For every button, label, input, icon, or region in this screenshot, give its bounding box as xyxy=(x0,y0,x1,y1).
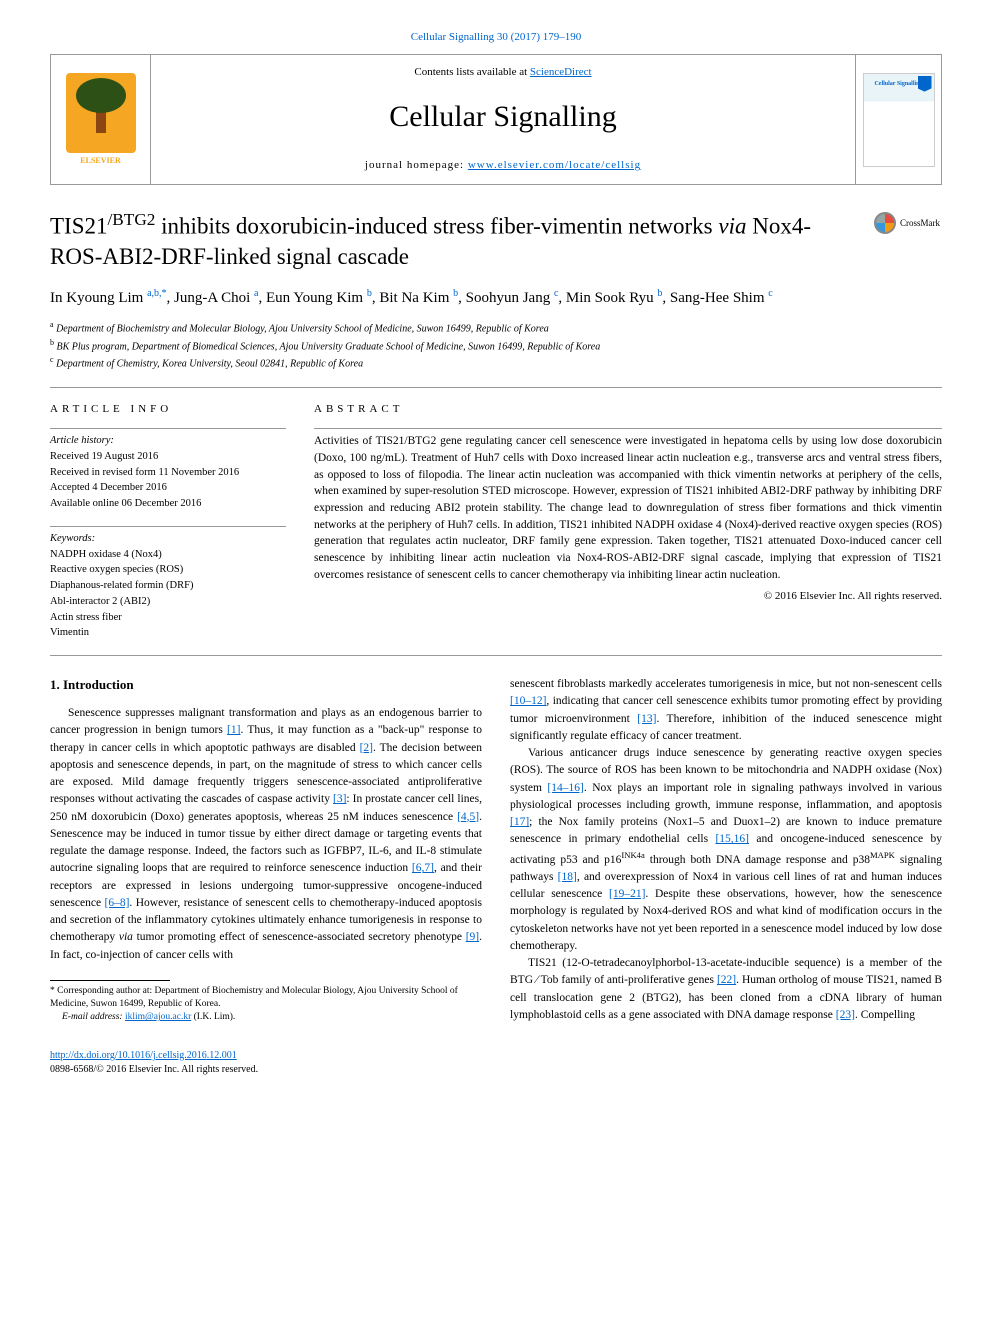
email-link[interactable]: iklim@ajou.ac.kr xyxy=(125,1012,191,1022)
cover-text: Cellular Signalling xyxy=(864,74,934,89)
ref-14-16[interactable]: [14–16] xyxy=(547,782,583,794)
author-7-aff: c xyxy=(768,288,772,299)
crossmark-icon xyxy=(874,212,896,234)
journal-name: Cellular Signalling xyxy=(171,95,835,139)
keyword-5: Actin stress fiber xyxy=(50,610,286,626)
c1-t8: tumor promoting effect of senescence-ass… xyxy=(133,931,466,943)
c1-via: via xyxy=(119,931,133,943)
keyword-6: Vimentin xyxy=(50,625,286,641)
aff-a: Department of Biochemistry and Molecular… xyxy=(54,324,549,335)
ref-17[interactable]: [17] xyxy=(510,816,529,828)
history-label: Article history: xyxy=(50,433,286,449)
aff-b: BK Plus program, Department of Biomedica… xyxy=(54,341,600,352)
title-sup: /BTG2 xyxy=(108,210,156,229)
author-5: , Soohyun Jang xyxy=(458,290,554,306)
elsevier-tree-icon xyxy=(66,73,136,153)
article-title: TIS21/BTG2 inhibits doxorubicin-induced … xyxy=(50,209,862,271)
homepage-prefix: journal homepage: xyxy=(365,159,468,171)
title-italic: via xyxy=(718,214,746,239)
ref-6-8[interactable]: [6–8] xyxy=(105,897,130,909)
c2-t14: . Compelling xyxy=(855,1009,915,1021)
ref-10-12[interactable]: [10–12] xyxy=(510,695,546,707)
intro-heading: 1. Introduction xyxy=(50,676,482,695)
history-l2: Received in revised form 11 November 201… xyxy=(50,465,286,481)
ref-4-5[interactable]: [4,5] xyxy=(457,811,479,823)
ref-2[interactable]: [2] xyxy=(360,742,373,754)
c2-sup1: INK4a xyxy=(621,850,644,860)
author-7: , Sang-Hee Shim xyxy=(662,290,768,306)
ref-13[interactable]: [13] xyxy=(637,713,656,725)
journal-cover-icon: Cellular Signalling xyxy=(863,73,935,167)
affiliations: a Department of Biochemistry and Molecul… xyxy=(50,319,942,371)
keywords-label: Keywords: xyxy=(50,531,286,547)
intro-col1: Senescence suppresses malignant transfor… xyxy=(50,705,482,964)
ref-1[interactable]: [1] xyxy=(227,724,240,736)
sciencedirect-link[interactable]: ScienceDirect xyxy=(530,66,592,78)
history-l1: Received 19 August 2016 xyxy=(50,449,286,465)
c2-sup2: MAPK xyxy=(870,850,895,860)
article-info-heading: article info xyxy=(50,402,286,418)
ref-15-16[interactable]: [15,16] xyxy=(715,833,749,845)
email-suffix: (I.K. Lim). xyxy=(191,1012,235,1022)
issn-copyright: 0898-6568/© 2016 Elsevier Inc. All right… xyxy=(50,1064,258,1075)
author-4: , Bit Na Kim xyxy=(372,290,453,306)
ref-18[interactable]: [18] xyxy=(558,871,577,883)
ref-22[interactable]: [22] xyxy=(717,974,736,986)
abstract-copyright: © 2016 Elsevier Inc. All rights reserved… xyxy=(314,589,942,605)
author-6: , Min Sook Ryu xyxy=(558,290,657,306)
page-footer: http://dx.doi.org/10.1016/j.cellsig.2016… xyxy=(50,1049,942,1077)
ref-9[interactable]: [9] xyxy=(466,931,479,943)
abstract-text: Activities of TIS21/BTG2 gene regulating… xyxy=(314,428,942,583)
corresponding-footnote: * Corresponding author at: Department of… xyxy=(50,985,482,1025)
homepage-line: journal homepage: www.elsevier.com/locat… xyxy=(171,158,835,174)
author-2: , Jung-A Choi xyxy=(167,290,255,306)
email-label: E-mail address: xyxy=(62,1012,125,1022)
article-history: Article history: Received 19 August 2016… xyxy=(50,428,286,512)
ref-6-7[interactable]: [6,7] xyxy=(412,862,434,874)
elsevier-logo-box: ELSEVIER xyxy=(51,55,151,184)
title-pre: TIS21 xyxy=(50,214,108,239)
aff-c: Department of Chemistry, Korea Universit… xyxy=(54,358,364,369)
contents-prefix: Contents lists available at xyxy=(414,66,529,78)
journal-header: ELSEVIER Contents lists available at Sci… xyxy=(50,54,942,185)
history-l3: Accepted 4 December 2016 xyxy=(50,480,286,496)
footnote-divider xyxy=(50,980,170,981)
ref-3[interactable]: [3] xyxy=(333,793,346,805)
ref-23[interactable]: [23] xyxy=(836,1009,855,1021)
footnote-text: Corresponding author at: Department of B… xyxy=(50,986,458,1009)
crossmark-badge[interactable]: CrossMark xyxy=(874,209,942,237)
keyword-2: Reactive oxygen species (ROS) xyxy=(50,562,286,578)
abstract-heading: abstract xyxy=(314,402,942,418)
elsevier-label: ELSEVIER xyxy=(66,155,136,167)
ref-19-21[interactable]: [19–21] xyxy=(609,888,645,900)
keywords-block: Keywords: NADPH oxidase 4 (Nox4) Reactiv… xyxy=(50,526,286,641)
keyword-3: Diaphanous-related formin (DRF) xyxy=(50,578,286,594)
intro-col2: senescent fibroblasts markedly accelerat… xyxy=(510,676,942,1024)
homepage-link[interactable]: www.elsevier.com/locate/cellsig xyxy=(468,159,641,171)
authors-line: In Kyoung Lim a,b,*, Jung-A Choi a, Eun … xyxy=(50,286,942,310)
author-1-aff: a,b, xyxy=(147,288,161,299)
c2-t8: through both DNA damage response and p38 xyxy=(645,854,870,866)
title-post: inhibits doxorubicin-induced stress fibe… xyxy=(155,214,718,239)
author-3: , Eun Young Kim xyxy=(259,290,367,306)
history-l4: Available online 06 December 2016 xyxy=(50,496,286,512)
header-center: Contents lists available at ScienceDirec… xyxy=(151,55,855,184)
author-1: In Kyoung Lim xyxy=(50,290,147,306)
crossmark-label: CrossMark xyxy=(900,217,940,230)
contents-line: Contents lists available at ScienceDirec… xyxy=(171,65,835,81)
doi-link[interactable]: http://dx.doi.org/10.1016/j.cellsig.2016… xyxy=(50,1050,237,1061)
top-citation: Cellular Signalling 30 (2017) 179–190 xyxy=(50,30,942,46)
cover-box: Cellular Signalling xyxy=(855,55,941,184)
c2-t1: senescent fibroblasts markedly accelerat… xyxy=(510,678,942,690)
keyword-1: NADPH oxidase 4 (Nox4) xyxy=(50,547,286,563)
keyword-4: Abl-interactor 2 (ABI2) xyxy=(50,594,286,610)
